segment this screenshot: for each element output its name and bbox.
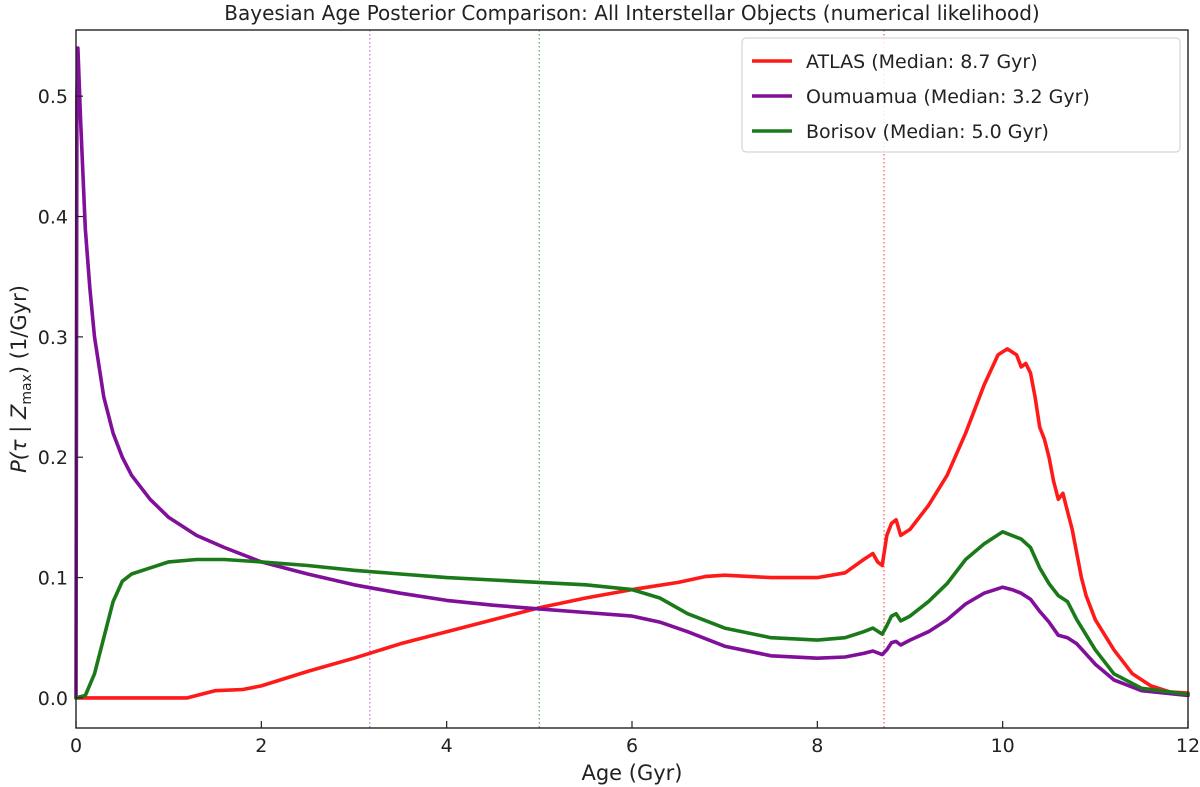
- legend-entries: ATLAS (Median: 8.7 Gyr) Oumuamua (Median:…: [752, 51, 1090, 143]
- legend-label-1: Oumuamua (Median: 3.2 Gyr): [806, 86, 1090, 108]
- series-line-2: [74, 529, 1190, 700]
- chart-title: Bayesian Age Posterior Comparison: All I…: [224, 1, 1039, 25]
- x-tick-label-2: 4: [441, 735, 453, 757]
- y-tick-label-2: 0.2: [38, 447, 68, 469]
- y-tick-label-3: 0.3: [38, 327, 68, 349]
- legend-label-2: Borisov (Median: 5.0 Gyr): [806, 121, 1049, 143]
- y-axis-label-subscript: max: [19, 374, 35, 405]
- legend-box: [741, 37, 1181, 153]
- x-tick-label-4: 8: [811, 735, 823, 757]
- x-axis: 0 2 4 6 8 10 12: [70, 721, 1200, 757]
- y-axis-label: P(τ | Zmax) (1/Gyr): [7, 285, 35, 473]
- series-line-0: [74, 347, 1190, 700]
- x-tick-label-1: 2: [255, 735, 267, 757]
- series-lines: [74, 46, 1190, 700]
- y-tick-label-4: 0.4: [38, 207, 68, 229]
- legend: ATLAS (Median: 8.7 Gyr) Oumuamua (Median:…: [741, 37, 1181, 153]
- y-axis-label-part-3: ) (1/Gyr): [7, 285, 31, 374]
- x-tick-label-0: 0: [70, 735, 82, 757]
- x-tick-label-3: 6: [626, 735, 638, 757]
- x-axis-label: Age (Gyr): [581, 761, 682, 785]
- series-line-1: [74, 46, 1190, 700]
- y-axis-label-part-1: P(τ | Z: [7, 404, 32, 473]
- x-tick-label-5: 10: [991, 735, 1015, 757]
- y-tick-label-5: 0.5: [38, 86, 68, 108]
- y-axis: 0.0 0.1 0.2 0.3 0.4 0.5: [38, 86, 83, 710]
- legend-label-0: ATLAS (Median: 8.7 Gyr): [806, 51, 1038, 73]
- y-tick-label-0: 0.0: [38, 688, 68, 710]
- y-tick-label-1: 0.1: [38, 568, 68, 590]
- x-tick-label-6: 12: [1176, 735, 1200, 757]
